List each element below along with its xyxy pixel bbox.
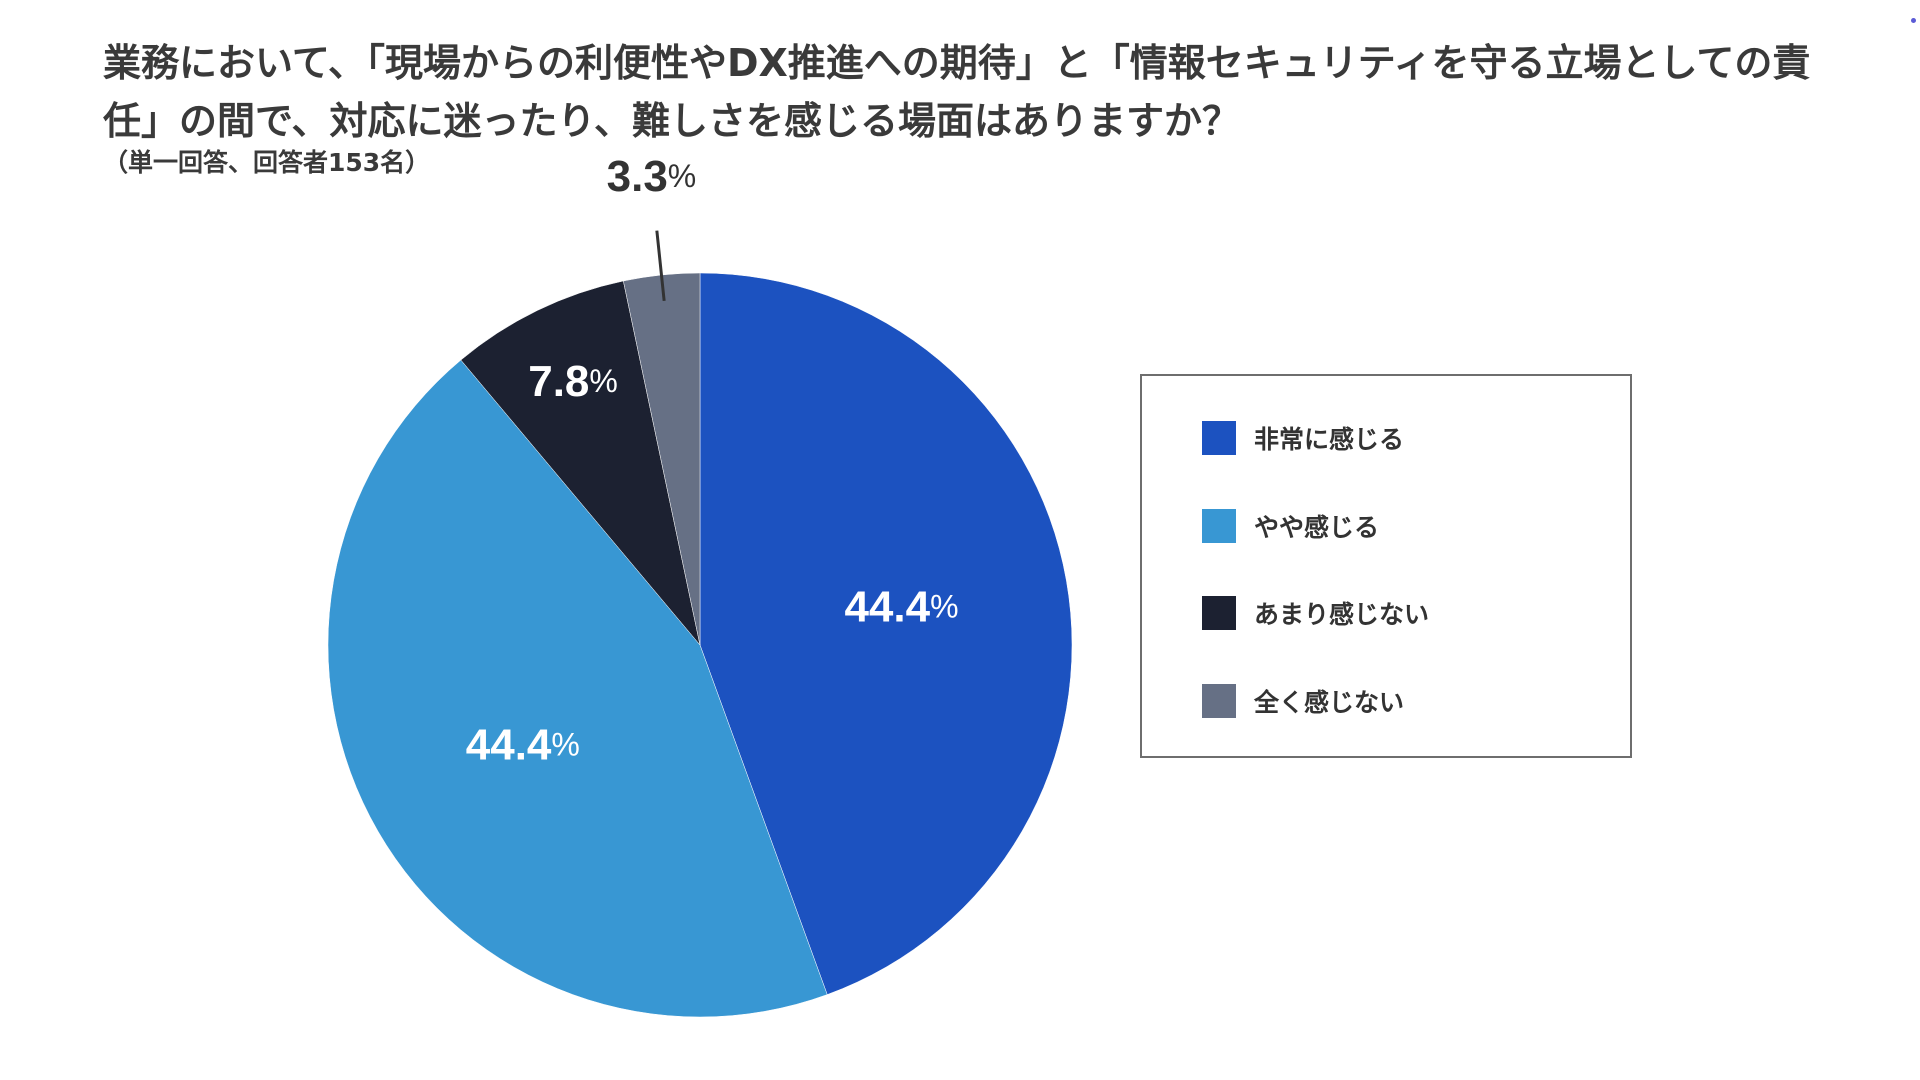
- pie-label-value-0: 44.4: [844, 582, 930, 631]
- chart-title: 業務において、「現場からの利便性やDX推進への期待」と「情報セキュリティを守る立…: [103, 41, 1811, 143]
- legend-swatch-1: [1202, 509, 1236, 543]
- legend-item-2: あまり感じない: [1202, 595, 1429, 631]
- legend-label-1: やや感じる: [1254, 513, 1380, 542]
- leader-line-3: [655, 230, 666, 302]
- pie-label-value-1: 44.4: [466, 720, 552, 769]
- corner-dot: [1911, 18, 1916, 23]
- legend-item-0: 非常に感じる: [1202, 420, 1404, 456]
- pie-label-0: 44.4%: [844, 582, 958, 631]
- pie-label-2: 7.8%: [528, 357, 618, 406]
- legend-swatch-0: [1202, 421, 1236, 455]
- pie-label-1: 44.4%: [466, 720, 580, 769]
- pie-label-unit-1: %: [551, 727, 579, 763]
- pie-label-unit-2: %: [589, 364, 617, 400]
- legend-item-1: やや感じる: [1202, 508, 1379, 544]
- chart-subtitle: （単一回答、回答者153名）: [103, 148, 431, 177]
- legend-label-0: 非常に感じる: [1254, 425, 1405, 454]
- pie-slice-0: [699, 272, 1073, 995]
- pie-label-unit-3: %: [668, 158, 696, 194]
- legend-label-2: あまり感じない: [1254, 600, 1430, 629]
- legend-swatch-3: [1202, 684, 1236, 718]
- chart-legend: 非常に感じる やや感じる あまり感じない 全く感じない: [1140, 374, 1632, 758]
- pie-slice-2: [460, 280, 701, 646]
- legend-item-3: 全く感じない: [1202, 683, 1404, 719]
- pie-slice-1: [327, 359, 828, 1018]
- pie-labels: 44.4%44.4%7.8%3.3%: [466, 151, 959, 768]
- pie-label-unit-0: %: [930, 589, 958, 625]
- pie-label-value-3: 3.3: [607, 151, 668, 200]
- pie-label-3: 3.3%: [607, 151, 697, 200]
- pie-label-value-2: 7.8: [528, 357, 589, 406]
- legend-label-3: 全く感じない: [1254, 688, 1405, 717]
- pie-slices: [327, 272, 1073, 1018]
- legend-swatch-2: [1202, 596, 1236, 630]
